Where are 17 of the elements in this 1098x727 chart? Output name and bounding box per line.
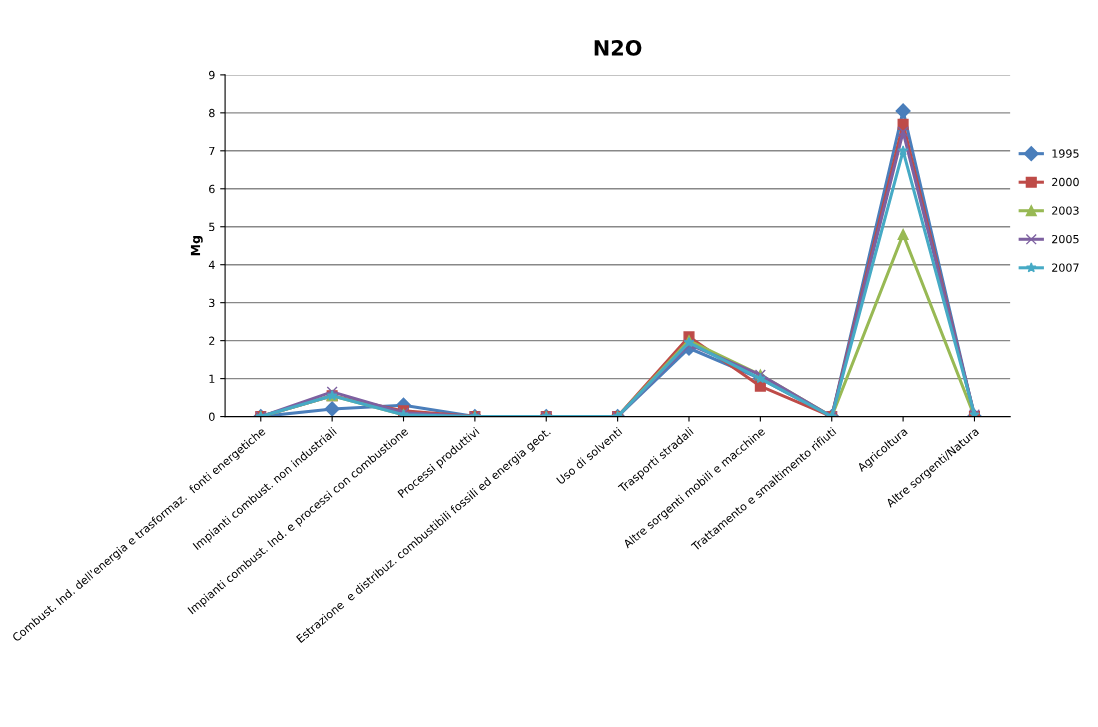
y-tick-label: 6 [209, 184, 215, 194]
y-tick-label: 4 [208, 260, 215, 269]
chart-title: N2O [594, 39, 642, 56]
y-tick-label: 9 [209, 70, 215, 80]
y-tick-label: 8 [209, 108, 215, 118]
y-tick-label: 1 [209, 374, 215, 383]
legend-label: 2003 [1052, 206, 1079, 215]
y-axis-title: Mg [190, 236, 203, 256]
legend-label: 2007 [1052, 263, 1079, 272]
legend-label: 2005 [1052, 234, 1079, 244]
y-tick-label: 0 [209, 412, 215, 421]
y-tick-label: 3 [209, 298, 215, 308]
legend-label: 1995 [1052, 149, 1079, 158]
y-tick-label: 7 [209, 146, 215, 156]
legend-label: 2000 [1052, 177, 1079, 187]
y-tick-label: 2 [209, 336, 215, 345]
y-tick-label: 5 [209, 222, 215, 232]
